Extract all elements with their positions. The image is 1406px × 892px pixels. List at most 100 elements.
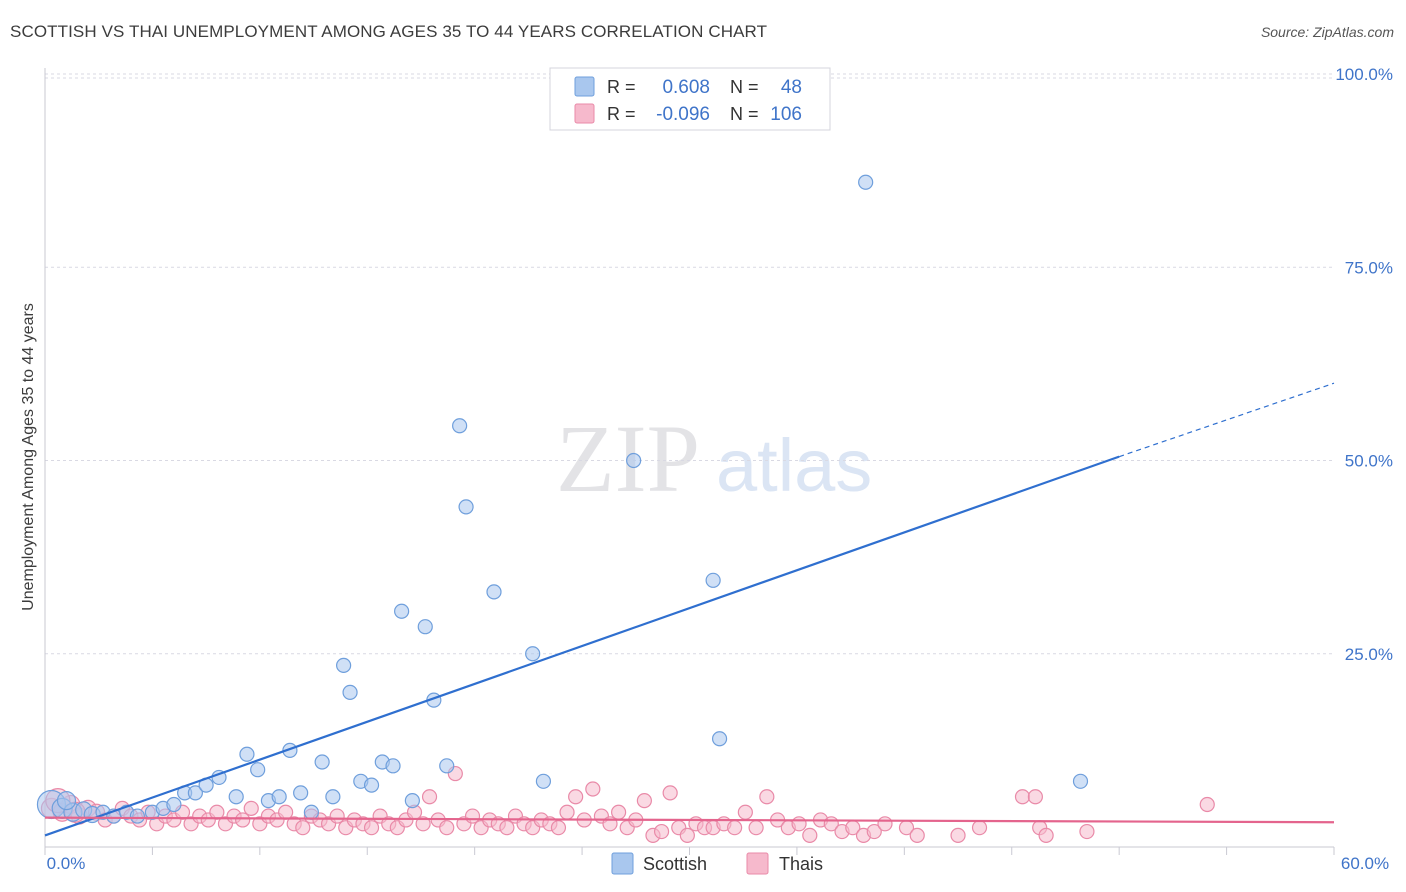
thais-point-44	[421, 789, 438, 805]
legend-r-value-scottish: 0.608	[662, 77, 710, 98]
thais-trend-line	[44, 816, 1335, 824]
scottish-trend-extension	[1118, 382, 1335, 458]
scottish-point-46	[1072, 773, 1089, 789]
bottom-legend-label-thais: Thais	[779, 854, 823, 874]
chart-title: SCOTTISH VS THAI UNEMPLOYMENT AMONG AGES…	[10, 22, 768, 41]
scottish-point-13	[187, 785, 203, 801]
thais-point-29	[295, 820, 311, 836]
source-label: Source: ZipAtlas.com	[1260, 24, 1394, 40]
thais-point-92	[866, 823, 882, 840]
thais-point-27	[278, 804, 294, 820]
scottish-point-17	[239, 746, 255, 762]
scottish-point-33	[404, 793, 420, 809]
thais-point-81	[748, 820, 764, 836]
thais-point-49	[464, 808, 481, 824]
y-tick-label-50: 50.0%	[1345, 452, 1393, 471]
scottish-point-24	[314, 754, 330, 770]
scottish-trend-line	[44, 455, 1120, 837]
thais-point-37	[363, 820, 380, 836]
thais-point-98	[1014, 789, 1031, 805]
scottish-point-40	[525, 646, 541, 662]
series-legend: Scottish Thais	[611, 852, 823, 875]
x-axis-ticks	[44, 847, 1335, 855]
thais-point-85	[791, 816, 807, 832]
y-axis-title: Unemployment Among Ages 35 to 44 years	[20, 303, 37, 611]
thais-point-23	[243, 800, 259, 816]
thais-point-59	[550, 820, 567, 836]
thais-point-43	[415, 816, 431, 832]
thais-point-60	[559, 804, 575, 820]
scottish-point-44	[711, 731, 728, 747]
bottom-legend-swatch-scottish	[611, 852, 634, 875]
scottish-point-32	[394, 603, 410, 619]
legend-n-value-thais: 106	[770, 104, 802, 125]
thais-point-33	[329, 808, 345, 824]
thais-point-74	[679, 827, 695, 844]
scottish-point-20	[271, 789, 287, 805]
scottish-point-39	[486, 584, 502, 600]
thais-point-46	[439, 820, 455, 836]
legend-r-label-scottish: R =	[607, 77, 636, 97]
scottish-point-34	[417, 619, 433, 635]
thais-point-95	[909, 827, 925, 844]
scottish-point-27	[342, 684, 358, 701]
thais-point-63	[585, 781, 601, 797]
legend-box	[549, 67, 831, 131]
thais-point-72	[662, 785, 678, 801]
gridlines	[45, 73, 1334, 655]
legend-n-label-scottish: N =	[730, 77, 759, 97]
thais-point-103	[1199, 796, 1215, 813]
legend-n-value-scottish: 48	[781, 77, 802, 98]
legend-n-label-thais: N =	[730, 104, 759, 124]
thais-point-22	[235, 812, 251, 828]
scottish-point-18	[250, 762, 266, 778]
bottom-legend-swatch-thais	[746, 852, 769, 875]
scottish-point-41	[535, 773, 552, 789]
scottish-point-11	[166, 796, 182, 813]
legend-r-value-thais: -0.096	[656, 104, 710, 125]
scottish-point-16	[228, 789, 244, 805]
correlation-legend: R = 0.608 N = 48 R = -0.096 N = 106	[549, 67, 831, 131]
thais-point-99	[1027, 789, 1043, 805]
scottish-point-36	[439, 758, 455, 774]
thais-point-61	[568, 789, 584, 805]
bottom-legend-label-scottish: Scottish	[643, 854, 707, 874]
scottish-point-42	[626, 452, 642, 469]
y-tick-labels: 25.0% 50.0% 75.0% 100.0%	[1335, 65, 1393, 664]
thais-point-79	[727, 820, 743, 836]
legend-swatch-scottish	[574, 76, 595, 97]
scottish-point-23	[303, 804, 319, 820]
thais-point-53	[499, 820, 515, 836]
scottish-point-26	[336, 657, 352, 673]
thais-point-69	[636, 793, 652, 809]
x-tick-label-min: 0.0%	[47, 854, 86, 873]
legend-swatch-thais	[574, 103, 595, 124]
scottish-point-45	[858, 174, 874, 190]
scottish-point-37	[452, 418, 468, 434]
scottish-point-29	[363, 777, 380, 793]
thais-point-71	[653, 823, 670, 840]
scottish-point-25	[325, 789, 341, 805]
scottish-points	[36, 174, 1089, 824]
trend-lines	[44, 382, 1335, 837]
y-tick-label-25: 25.0%	[1345, 645, 1393, 664]
scottish-point-47	[56, 791, 77, 811]
scottish-point-31	[385, 758, 401, 774]
legend-r-label-thais: R =	[607, 104, 636, 124]
scottish-point-43	[705, 572, 721, 588]
thais-point-80	[737, 804, 753, 820]
thais-point-93	[877, 816, 893, 832]
thais-point-96	[950, 827, 966, 844]
watermark-atlas: atlas	[716, 424, 872, 507]
thais-point-66	[611, 804, 627, 820]
scottish-point-8	[129, 808, 145, 824]
thais-point-101	[1038, 827, 1054, 844]
scottish-point-38	[458, 499, 474, 515]
scottish-point-22	[293, 785, 309, 801]
x-tick-label-max: 60.0%	[1341, 854, 1389, 873]
thais-point-97	[971, 820, 988, 836]
y-tick-label-100: 100.0%	[1335, 65, 1393, 84]
thais-point-82	[759, 789, 775, 805]
thais-point-19	[209, 804, 225, 820]
